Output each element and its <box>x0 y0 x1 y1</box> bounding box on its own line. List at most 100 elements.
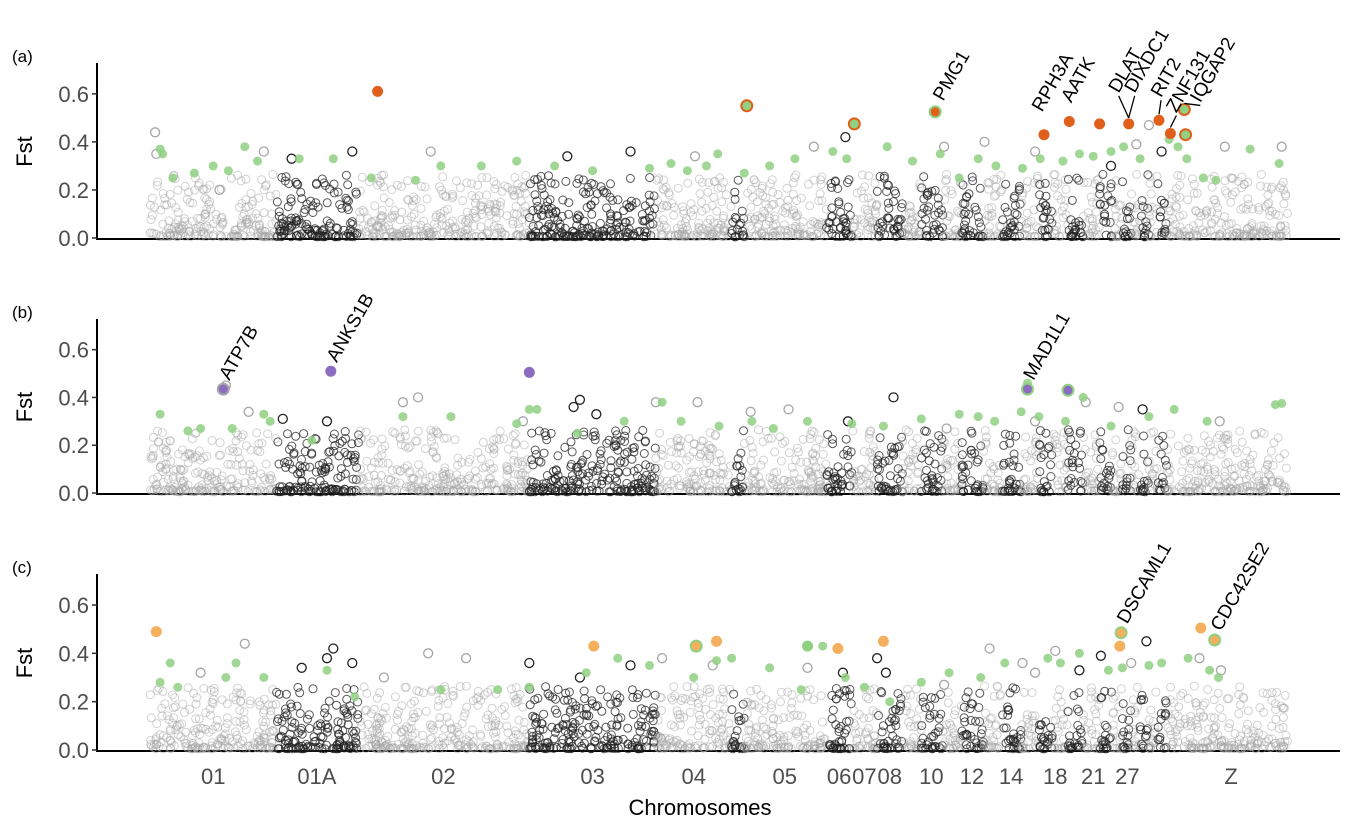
outlier-snp-point <box>840 673 850 682</box>
outlier-snp-point <box>1214 673 1223 682</box>
y-axis-title: Fst <box>12 392 37 423</box>
highlighted-snp-point <box>1114 640 1126 652</box>
snp-point <box>1095 650 1107 661</box>
x-tick-label: Z <box>1224 764 1237 789</box>
y-tick-label: 0.6 <box>58 593 89 618</box>
outlier-snp-point <box>885 697 895 707</box>
y-tick-label: 0.2 <box>58 178 89 203</box>
outlier-snp-point <box>790 154 800 164</box>
panel-label: (b) <box>12 303 33 322</box>
snp-point <box>321 653 333 664</box>
outlier-snp-point <box>1211 175 1221 185</box>
outlier-snp-point <box>944 668 954 678</box>
outlier-snp-point <box>973 154 983 164</box>
outlier-snp-point <box>1043 653 1053 663</box>
x-tick-label: 08 <box>877 764 901 789</box>
snp-point <box>149 127 161 138</box>
gene-leader-line <box>1158 100 1162 115</box>
outlier-snp-point <box>1182 154 1192 164</box>
snp-point <box>328 643 339 654</box>
y-tick-label: 0.4 <box>58 385 89 410</box>
outlier-snp-point <box>1202 416 1212 426</box>
x-tick-label: 02 <box>431 764 455 789</box>
gene-label: MAD1L1 <box>1020 309 1075 384</box>
gene-label: CDC42SE2 <box>1207 539 1274 635</box>
outlier-snp-point <box>240 142 250 152</box>
outlier-snp-point <box>398 412 408 422</box>
outlier-snp-point <box>196 424 206 433</box>
outlier-snp-point <box>411 175 420 185</box>
outlier-snp-point <box>689 673 699 682</box>
snp-point <box>243 406 254 417</box>
outlier-snp-point <box>265 416 275 426</box>
snp-point <box>689 151 701 162</box>
outlier-snp-point <box>882 142 892 152</box>
x-tick-label: 06 <box>827 764 851 789</box>
outlier-snp-point <box>727 653 737 663</box>
highlighted-snp-point <box>689 639 703 653</box>
y-tick-label: 0.0 <box>58 226 89 251</box>
highlighted-snp-point <box>325 365 337 377</box>
outlier-snp-point <box>1173 142 1183 152</box>
outlier-snp-point <box>645 163 654 173</box>
x-tick-label: 14 <box>999 764 1023 789</box>
snp-point <box>1156 146 1167 157</box>
outlier-snp-point <box>1103 665 1113 675</box>
snp-cloud <box>145 169 1292 242</box>
snp-point <box>1029 667 1041 678</box>
outlier-snp-point <box>572 428 582 438</box>
snp-point <box>692 397 703 408</box>
outlier-snp-point <box>1183 653 1193 663</box>
outlier-snp-point <box>916 414 926 424</box>
highlighted-snp-point <box>832 643 844 654</box>
outlier-snp-point <box>713 149 723 159</box>
outlier-snp-point <box>676 416 686 426</box>
x-tick-label: 10 <box>919 764 943 789</box>
outlier-snp-point <box>973 412 983 422</box>
x-tick-label: 18 <box>1043 764 1067 789</box>
outlier-snp-point <box>1018 163 1027 173</box>
highlighted-snp-point <box>711 635 722 647</box>
outlier-snp-point <box>436 161 446 171</box>
x-tick-label: 07 <box>852 764 876 789</box>
outlier-snp-point <box>1169 404 1179 414</box>
highlighted-snp-point <box>740 99 754 113</box>
snp-point <box>1137 404 1148 415</box>
snp-point <box>460 653 472 664</box>
outlier-snp-point <box>935 149 945 159</box>
outlier-snp-point <box>1088 151 1098 161</box>
highlighted-snp-point <box>1114 626 1128 640</box>
outlier-snp-point <box>1117 663 1127 673</box>
outlier-snp-point <box>446 412 456 422</box>
outlier-snp-point <box>259 673 269 682</box>
snp-point <box>1219 141 1230 152</box>
outlier-snp-point <box>476 161 486 171</box>
snp-point <box>625 146 636 157</box>
outlier-snp-point <box>1055 658 1065 668</box>
outlier-snp-point <box>1135 154 1145 164</box>
snp-point <box>195 667 206 678</box>
snp-point <box>321 416 333 427</box>
outlier-snp-point <box>828 147 838 156</box>
y-axis-title: Fst <box>12 648 37 679</box>
highlighted-snp-point <box>1021 382 1034 396</box>
highlighted-snp-point <box>928 105 942 119</box>
highlighted-snp-point <box>1063 116 1075 127</box>
outlier-snp-point <box>1074 149 1084 159</box>
outlier-snp-point <box>155 409 165 419</box>
snp-point <box>802 662 813 673</box>
outlier-snp-point <box>645 660 654 670</box>
snp-point <box>239 638 250 649</box>
x-tick-label: 21 <box>1081 764 1105 789</box>
y-tick-label: 0.0 <box>58 738 89 763</box>
snp-point <box>214 184 225 196</box>
snp-point <box>840 131 851 143</box>
outlier-snp-point <box>550 161 560 171</box>
x-axis-tick-labels: 01 01A 02 03 04 05 06 07 08 10 12 14 18 21 27 Z <box>201 764 1238 789</box>
gene-leader-line <box>1169 115 1177 128</box>
outlier-snp-point <box>859 682 869 692</box>
snp-point <box>425 146 436 157</box>
snp-point <box>347 146 358 157</box>
snp-point <box>277 413 288 425</box>
